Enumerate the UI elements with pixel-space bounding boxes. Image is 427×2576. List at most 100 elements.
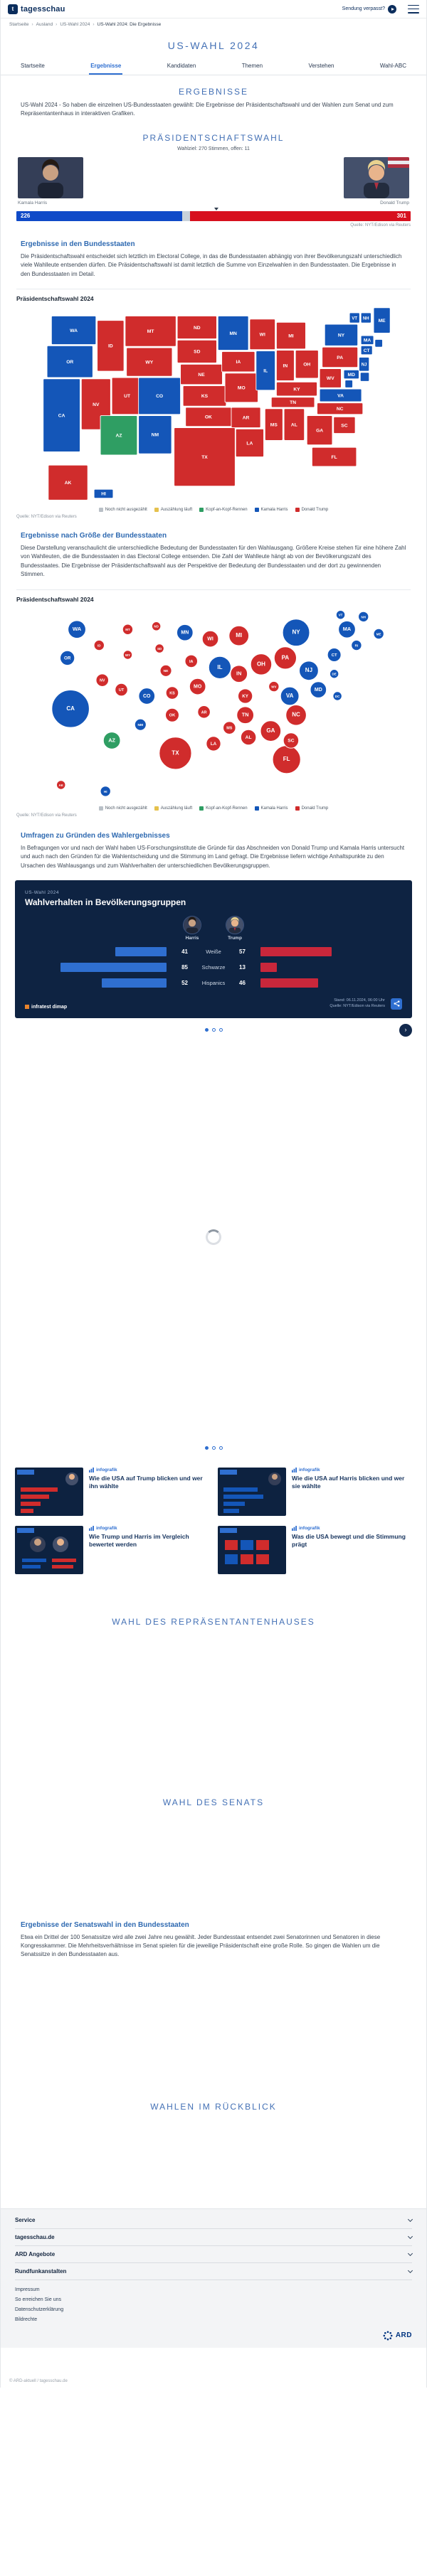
state-tile-WI[interactable] xyxy=(249,319,276,351)
state-circle-MT[interactable] xyxy=(122,624,134,635)
state-tile-NY[interactable] xyxy=(324,324,359,346)
state-circle-AL[interactable] xyxy=(240,729,257,745)
state-tile-MN[interactable] xyxy=(217,315,249,351)
state-circle-VA[interactable] xyxy=(280,686,300,705)
state-tile-NE[interactable] xyxy=(180,363,223,385)
teaser-card-stimmung[interactable]: infografik Was die USA bewegt und die St… xyxy=(218,1525,412,1574)
state-tile-IL[interactable] xyxy=(255,351,276,391)
tagesschau-logo[interactable]: t tagesschau xyxy=(8,4,65,14)
state-tile-PA[interactable] xyxy=(322,346,359,368)
state-circle-UT[interactable] xyxy=(115,683,128,696)
state-tile-NM[interactable] xyxy=(138,415,172,454)
us-map-svg[interactable]: WA OR CA ID NV UT AZ MT WY CO NM ND SD NE KS OK TX MN IA MO… xyxy=(36,306,391,502)
tab-themen[interactable]: Themen xyxy=(241,63,263,69)
state-tile-TN[interactable] xyxy=(270,397,315,408)
state-circle-MA[interactable] xyxy=(338,620,356,638)
state-tile-MI[interactable] xyxy=(275,321,306,350)
state-circle-TX[interactable] xyxy=(159,736,192,769)
footer-accordion-rundfunkanstalten[interactable]: Rundfunkanstalten xyxy=(15,2263,413,2280)
state-circle-OH[interactable] xyxy=(250,653,273,675)
footer-accordion-tagesschau[interactable]: tagesschau.de xyxy=(15,2229,413,2246)
breadcrumb-item[interactable]: US-Wahl 2024 xyxy=(60,22,90,27)
state-tile-WV[interactable] xyxy=(319,368,342,388)
state-tile-NC[interactable] xyxy=(317,402,364,415)
state-circle-GA[interactable] xyxy=(260,720,282,742)
state-tile-SC[interactable] xyxy=(333,416,356,434)
footer-accordion-service[interactable]: Service xyxy=(15,2212,413,2229)
tab-verstehen[interactable]: Verstehen xyxy=(308,63,334,69)
state-tile-VT[interactable] xyxy=(349,312,360,324)
us-cartogram-svg[interactable]: WA OR CA ID NV UT AZ MT WY CO NM ND SD NE KS OK TX MN IA MO… xyxy=(36,607,391,801)
state-circle-MI[interactable] xyxy=(228,625,249,646)
state-circle-NH[interactable] xyxy=(358,611,369,622)
state-tile-WY[interactable] xyxy=(126,347,173,377)
state-circle-ME[interactable] xyxy=(373,628,384,639)
state-tile-WA[interactable] xyxy=(51,315,97,345)
state-circle-AZ[interactable] xyxy=(102,731,121,749)
state-tile-DE[interactable] xyxy=(359,372,370,382)
state-circle-SD[interactable] xyxy=(154,643,164,653)
state-tile-DC[interactable] xyxy=(344,380,353,388)
carousel-dot-2[interactable] xyxy=(211,1028,216,1032)
state-circle-DE[interactable] xyxy=(330,668,339,678)
state-tile-MD[interactable] xyxy=(343,369,359,380)
state-tile-HI[interactable] xyxy=(93,488,114,499)
state-circle-KS[interactable] xyxy=(165,685,179,700)
state-circle-CT[interactable] xyxy=(327,647,342,662)
state-tile-MS[interactable] xyxy=(264,408,283,441)
state-circle-NJ[interactable] xyxy=(299,660,319,680)
state-circle-NE[interactable] xyxy=(159,664,172,677)
state-circle-KY[interactable] xyxy=(238,688,253,704)
state-circle-NC[interactable] xyxy=(285,704,307,726)
state-tile-KY[interactable] xyxy=(275,381,317,397)
state-tile-IN[interactable] xyxy=(275,350,295,381)
state-circle-ID[interactable] xyxy=(93,639,105,651)
missed-broadcast-button[interactable]: Sendung verpasst? xyxy=(342,4,396,14)
state-circle-IL[interactable] xyxy=(208,656,231,679)
state-circle-MS[interactable] xyxy=(223,720,236,734)
state-tile-LA[interactable] xyxy=(235,428,264,458)
state-circle-PA[interactable] xyxy=(273,646,297,669)
state-circle-ND[interactable] xyxy=(152,621,162,631)
state-circle-WI[interactable] xyxy=(201,630,219,647)
tab-wahl-abc[interactable]: Wahl-ABC xyxy=(379,63,406,69)
carousel-dot-3[interactable] xyxy=(218,1446,223,1450)
state-tile-ME[interactable] xyxy=(373,307,391,333)
state-tile-RI[interactable] xyxy=(374,338,383,348)
state-tile-CO[interactable] xyxy=(138,377,181,415)
state-tile-AK[interactable] xyxy=(48,464,88,501)
tab-ergebnisse[interactable]: Ergebnisse xyxy=(89,58,123,75)
tab-startseite[interactable]: Startseite xyxy=(21,63,45,69)
carousel-dot-1[interactable] xyxy=(204,1446,209,1450)
state-tile-OR[interactable] xyxy=(46,345,93,378)
carousel-dot-2[interactable] xyxy=(211,1446,216,1450)
footer-link-impressum[interactable]: Impressum xyxy=(15,2287,40,2292)
share-button[interactable] xyxy=(391,998,402,1010)
state-circle-AR[interactable] xyxy=(197,705,211,719)
breadcrumb-item[interactable]: Ausland xyxy=(36,22,53,27)
teaser-card-vergleich[interactable]: infografik Wie Trump und Harris im Vergl… xyxy=(15,1525,209,1574)
tab-kandidaten[interactable]: Kandidaten xyxy=(167,63,196,69)
footer-link-kontakt[interactable]: So erreichen Sie uns xyxy=(15,2297,61,2302)
state-circle-SC[interactable] xyxy=(283,732,300,749)
state-tile-GA[interactable] xyxy=(306,415,333,446)
state-tile-AZ[interactable] xyxy=(100,415,138,456)
state-circle-NY[interactable] xyxy=(282,618,310,646)
state-circle-IA[interactable] xyxy=(184,654,198,668)
state-circle-WA[interactable] xyxy=(68,619,86,638)
footer-link-bildrechte[interactable]: Bildrechte xyxy=(15,2316,38,2322)
carousel-next-button[interactable]: › xyxy=(399,1023,412,1037)
state-circle-IN[interactable] xyxy=(230,664,248,683)
state-circle-NM[interactable] xyxy=(134,718,147,731)
state-circle-MO[interactable] xyxy=(189,678,206,695)
state-circle-CA[interactable] xyxy=(51,689,90,728)
state-tile-ID[interactable] xyxy=(97,320,125,372)
state-tile-TX[interactable] xyxy=(174,427,236,487)
state-circle-CO[interactable] xyxy=(138,687,155,705)
state-circle-AK[interactable] xyxy=(56,779,66,790)
state-tile-NJ[interactable] xyxy=(359,356,370,372)
state-circle-WY[interactable] xyxy=(122,649,133,660)
state-tile-SD[interactable] xyxy=(176,339,217,363)
state-circle-OR[interactable] xyxy=(60,650,75,666)
state-circle-MN[interactable] xyxy=(176,624,194,641)
